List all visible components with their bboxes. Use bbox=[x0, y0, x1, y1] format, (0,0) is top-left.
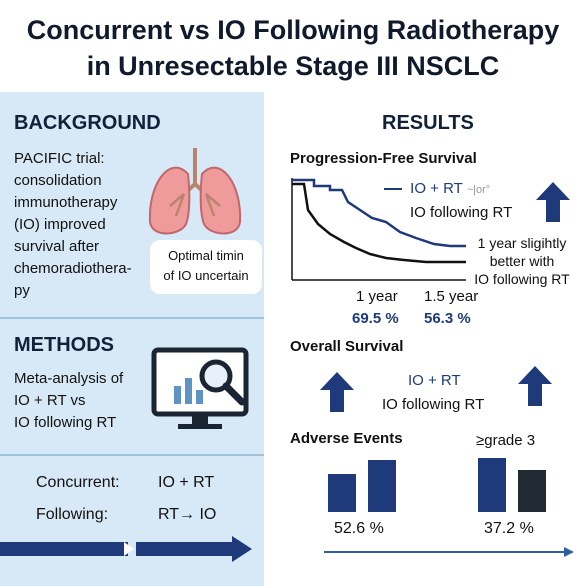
ae-bar bbox=[478, 458, 506, 512]
pfs-x-label-2: 1.5 year bbox=[424, 288, 479, 305]
legend-io-rt-label: IO + RT bbox=[410, 180, 463, 197]
following-label: Following: bbox=[36, 506, 109, 523]
ae-bars-group-1 bbox=[328, 460, 396, 512]
title-bar: Concurrent vs IO Following Radiotherapy … bbox=[0, 0, 586, 92]
legend-io-rt-swatch bbox=[384, 188, 402, 191]
following-value: RT→ IO bbox=[158, 506, 217, 523]
os-label-io-rt: IO + RT bbox=[408, 372, 461, 389]
methods-line: Meta-analysis of bbox=[14, 370, 124, 387]
os-heading: Overall Survival bbox=[290, 338, 404, 355]
methods-line: IO + RT vs bbox=[14, 392, 86, 409]
ae-heading: Adverse Events bbox=[290, 430, 403, 447]
pfs-note: 1 year sligihtly better with IO followin… bbox=[460, 234, 584, 288]
background-heading: BACKGROUND bbox=[14, 112, 161, 134]
timeline-arrow-icon bbox=[0, 536, 252, 562]
pfs-heading: Progression-Free Survival bbox=[290, 150, 477, 167]
pfs-value-2: 56.3 % bbox=[424, 310, 471, 327]
bottom-arrow-icon bbox=[324, 547, 574, 557]
io-rt-curve bbox=[292, 178, 466, 248]
ae-bar bbox=[328, 474, 356, 512]
pfs-note-line-3: IO following RT bbox=[474, 271, 570, 287]
methods-text: Meta-analysis of IO + RT vs IO following… bbox=[14, 368, 123, 434]
results-heading: RESULTS bbox=[382, 112, 474, 134]
callout-line-1: Optimal timin bbox=[168, 248, 244, 263]
ae-grade-label: ≥grade 3 bbox=[476, 432, 536, 449]
pfs-x-label-1: 1 year bbox=[356, 288, 398, 305]
legend-io-rt-suffix: ~|or° bbox=[466, 184, 491, 196]
background-line: (IO) improved bbox=[14, 216, 106, 233]
background-line: chemoradiothera- bbox=[14, 260, 132, 277]
pfs-value-1: 69.5 % bbox=[352, 310, 399, 327]
background-line: PACIFIC trial: bbox=[14, 150, 105, 167]
background-line: immunotherapy bbox=[14, 194, 118, 211]
ae-value-1: 52.6 % bbox=[334, 520, 384, 537]
background-text: PACIFIC trial: consolidation immunothera… bbox=[14, 148, 132, 302]
callout-line-2: of IO uncertain bbox=[163, 268, 249, 283]
background-line: consolidation bbox=[14, 172, 102, 189]
io-following-curve bbox=[292, 182, 466, 264]
pfs-note-line-1: 1 year sligihtly bbox=[477, 235, 567, 251]
page-title-line-1: Concurrent vs IO Following Radiotherapy bbox=[26, 15, 560, 45]
background-line: py bbox=[14, 282, 30, 299]
concurrent-label: Concurrent: bbox=[36, 474, 120, 491]
ae-bars-group-2 bbox=[478, 458, 546, 512]
up-arrow-icon bbox=[536, 182, 570, 222]
monitor-chart-search-icon bbox=[151, 347, 249, 429]
up-arrow-icon bbox=[518, 366, 552, 406]
up-arrow-icon bbox=[320, 372, 354, 412]
section-divider bbox=[0, 454, 264, 456]
pfs-legend-io-following: IO following RT bbox=[410, 204, 513, 221]
pfs-legend-io-rt: IO + RT ~|or° bbox=[384, 180, 490, 197]
left-panel: BACKGROUND PACIFIC trial: consolidation … bbox=[0, 92, 264, 586]
pfs-curve-chart bbox=[291, 178, 466, 281]
ae-bar bbox=[368, 460, 396, 512]
background-callout: Optimal timin of IO uncertain bbox=[150, 240, 262, 294]
right-panel: RESULTS Progression-Free Survival IO + R… bbox=[264, 92, 586, 586]
ae-value-2: 37.2 % bbox=[484, 520, 534, 537]
methods-line: IO following RT bbox=[14, 414, 117, 431]
ae-bar bbox=[518, 470, 546, 512]
background-line: survival after bbox=[14, 238, 100, 255]
pfs-note-line-2: better with bbox=[489, 253, 555, 269]
section-divider bbox=[0, 317, 264, 319]
os-label-io-following: IO following RT bbox=[382, 396, 485, 413]
methods-heading: METHODS bbox=[14, 334, 114, 356]
lungs-icon bbox=[148, 148, 242, 235]
page-title-line-2: in Unresectable Stage III NSCLC bbox=[86, 51, 500, 81]
concurrent-value: IO + RT bbox=[158, 474, 215, 491]
